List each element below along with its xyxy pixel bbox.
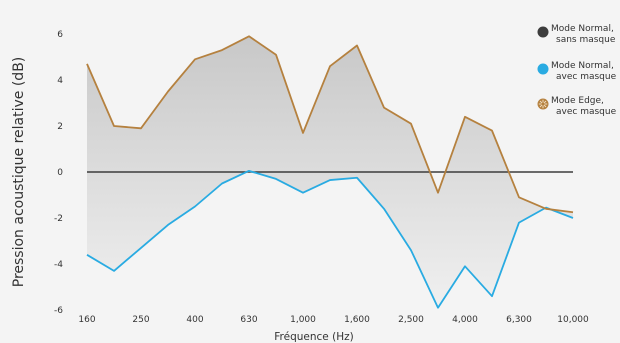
y-tick-label: -2 (54, 214, 63, 224)
x-axis-title: Fréquence (Hz) (274, 331, 353, 343)
y-tick-label: -6 (54, 306, 63, 316)
sunburst-circle-icon (537, 98, 549, 110)
series-line-1 (86, 169, 574, 309)
x-tick-label: 4,000 (452, 315, 478, 325)
legend-label-line1: Mode Edge, (551, 96, 604, 106)
filled-circle-icon (537, 26, 549, 38)
legend-icon-ray (543, 104, 547, 108)
y-tick-label: 4 (57, 76, 63, 86)
x-tick-label: 6,300 (506, 315, 532, 325)
x-tick-label: 2,500 (398, 315, 424, 325)
x-tick-label: 250 (132, 315, 149, 325)
x-tick-label: 400 (186, 315, 203, 325)
x-tick-label: 1,600 (344, 315, 370, 325)
y-tick-label: 0 (57, 168, 63, 178)
legend-icon-ray (539, 100, 543, 104)
x-tick-label: 160 (78, 315, 95, 325)
series-line-2 (86, 35, 574, 214)
y-tick-label: 2 (57, 122, 63, 132)
legend-label-line1: Mode Normal, (551, 24, 614, 34)
legend-icon-ray (539, 104, 543, 108)
y-tick-label: 6 (57, 30, 63, 40)
legend-label-line2: avec masque (556, 72, 617, 82)
legend-label-line1: Mode Normal, (551, 61, 614, 71)
legend-item: Mode Normal,sans masque (537, 24, 616, 45)
legend-icon-ray (543, 100, 547, 104)
legend-label-line2: sans masque (556, 35, 616, 45)
filled-circle-icon (537, 63, 549, 75)
legend-item: Mode Normal,avec masque (537, 61, 617, 82)
x-tick-label: 1,000 (290, 315, 316, 325)
x-tick-label: 630 (240, 315, 257, 325)
y-tick-label: -4 (54, 260, 63, 270)
plot-area (86, 35, 574, 309)
legend-label-line2: avec masque (556, 107, 617, 117)
legend-item: Mode Edge,avec masque (537, 96, 617, 117)
axes: -6 -4 -2 0 2 4 6 160 250 400 630 1,000 1,600 2,500 4,0… (54, 30, 589, 325)
y-axis-title: Pression acoustique relative (dB) (11, 57, 27, 288)
x-tick-label: 10,000 (557, 315, 589, 325)
